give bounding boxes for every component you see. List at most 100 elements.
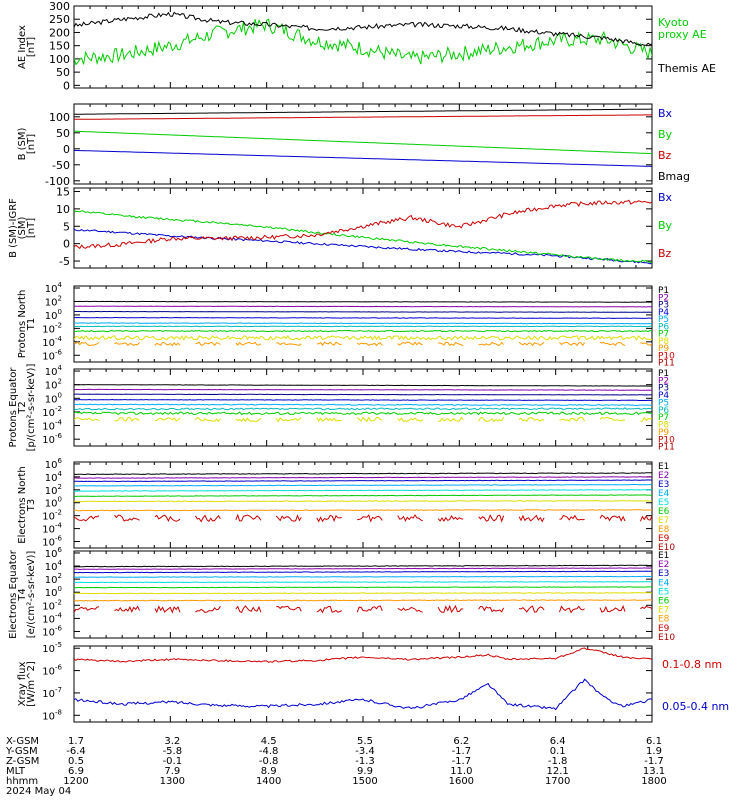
footer-value: 12.1 <box>547 766 569 777</box>
y-tick-label: 250 <box>49 13 70 26</box>
legend-entry: 0.05-0.4 nm <box>662 700 729 713</box>
series-line <box>74 199 652 250</box>
y-axis-label-line: T2 <box>17 401 28 414</box>
footer-date: 2024 May 04 <box>6 786 71 797</box>
series-line <box>74 310 652 313</box>
y-axis-label-line: Protons Equator <box>8 367 19 448</box>
footer-value: 1600 <box>449 776 474 787</box>
y-tick-label: 10-4 <box>42 522 62 536</box>
series-line <box>74 341 652 347</box>
y-tick-label: 10-8 <box>42 708 62 722</box>
footer-row-label: Y-GSM <box>5 746 38 757</box>
series-line <box>74 108 652 115</box>
footer-value: -6.4 <box>66 746 86 757</box>
series-line <box>74 393 652 396</box>
y-axis-label-line: Electrons Equator <box>8 549 19 639</box>
y-axis-label-line: [W/m^2] <box>26 661 37 707</box>
legend-entry: E5 <box>658 587 669 597</box>
legend-entry: P1 <box>658 369 669 379</box>
y-tick-label: 106 <box>45 546 63 560</box>
footer-value: 6.4 <box>550 736 566 747</box>
legend-entry: P11 <box>658 359 675 369</box>
legend-entry: P6 <box>658 406 669 416</box>
y-axis-label: Xray flux[W/m^2] <box>17 661 37 707</box>
legend-entry: E1 <box>658 462 669 472</box>
footer-value: 1.7 <box>68 736 84 747</box>
y-axis-label: B (SM)[nT] <box>17 127 37 160</box>
y-tick-label: 0 <box>63 143 70 156</box>
footer-value: 11.0 <box>450 766 472 777</box>
legend-entry: E5 <box>658 498 669 508</box>
y-tick-label: 10 <box>56 203 70 216</box>
y-tick-label: 10-2 <box>42 321 62 335</box>
footer-row-label: X-GSM <box>6 736 39 747</box>
series-line <box>74 130 652 155</box>
y-tick-label: 10-6 <box>42 348 62 362</box>
legend-entry: P4 <box>658 391 669 401</box>
legend-entry: E4 <box>658 578 670 588</box>
y-tick-label: 100 <box>45 496 62 510</box>
series-line <box>74 416 652 423</box>
footer-value: 1400 <box>256 776 281 787</box>
footer-value: 1300 <box>160 776 185 787</box>
y-tick-label: 10-4 <box>42 419 62 433</box>
panel-8: 10-5 10-6 10-7 10-8 Xray flux[W/m^2] 0.1-0.8 … <box>17 641 729 723</box>
y-axis-label-line: [e/(cm²-s-sr-keV)] <box>26 551 37 639</box>
legend-entry: E8 <box>658 615 670 625</box>
legend-entry: Bx <box>658 107 673 120</box>
legend-entry: 0.1-0.8 nm <box>662 658 722 671</box>
y-axis-label-line: Electrons North <box>17 466 28 543</box>
footer-value: 9.9 <box>357 766 373 777</box>
y-tick-label: 102 <box>45 572 62 586</box>
legend-entry: E10 <box>658 543 675 553</box>
legend-entry: E2 <box>658 471 669 481</box>
series-line <box>74 411 652 416</box>
y-tick-label: 100 <box>49 111 70 124</box>
legend-entry: Bx <box>658 191 673 204</box>
footer-value: 0.5 <box>68 756 84 767</box>
series-group <box>74 647 652 711</box>
y-axis-label-line: (SM) <box>17 217 28 240</box>
y-axis-label-line: [nT] <box>26 134 37 154</box>
legend-entry: E9 <box>658 624 670 634</box>
footer-value: -4.8 <box>259 746 279 757</box>
y-tick-label: 150 <box>49 40 70 53</box>
series-line <box>74 325 652 328</box>
y-tick-label: 10-6 <box>42 624 62 638</box>
series-line <box>74 604 652 614</box>
legend-entry: P8 <box>658 337 669 347</box>
y-tick-label: -50 <box>52 159 70 172</box>
footer-value: 0.1 <box>550 746 566 757</box>
y-tick-label: 0 <box>63 79 70 92</box>
series-group <box>74 472 652 523</box>
series-line <box>74 570 652 574</box>
legend-entry: E2 <box>658 560 669 570</box>
y-tick-label: 50 <box>56 66 70 79</box>
legend-entry: Bz <box>658 149 672 162</box>
series-line <box>74 228 652 265</box>
y-axis-label-line: Protons North <box>17 290 28 359</box>
footer-value: 13.1 <box>643 766 665 777</box>
series-line <box>74 209 652 263</box>
footer-value: -1.7 <box>644 756 664 767</box>
series-line <box>74 398 652 402</box>
legend-entry: P10 <box>658 351 675 361</box>
series-line <box>74 513 652 523</box>
y-tick-label: 102 <box>45 378 62 392</box>
footer-value: -0.8 <box>259 756 279 767</box>
y-tick-label: -100 <box>45 175 70 188</box>
legend-entry: P6 <box>658 322 669 332</box>
legend-entry: P2 <box>658 376 669 386</box>
y-tick-label: 50 <box>56 127 70 140</box>
series-line <box>74 581 652 584</box>
series-group <box>74 108 652 167</box>
y-tick-label: 102 <box>45 294 62 308</box>
series-line <box>74 300 652 303</box>
series-line <box>74 509 652 512</box>
panel-3: 15 10 5 0 -5 B (SM)-IGRF(SM)[nT] Bx By Bz <box>8 185 673 269</box>
